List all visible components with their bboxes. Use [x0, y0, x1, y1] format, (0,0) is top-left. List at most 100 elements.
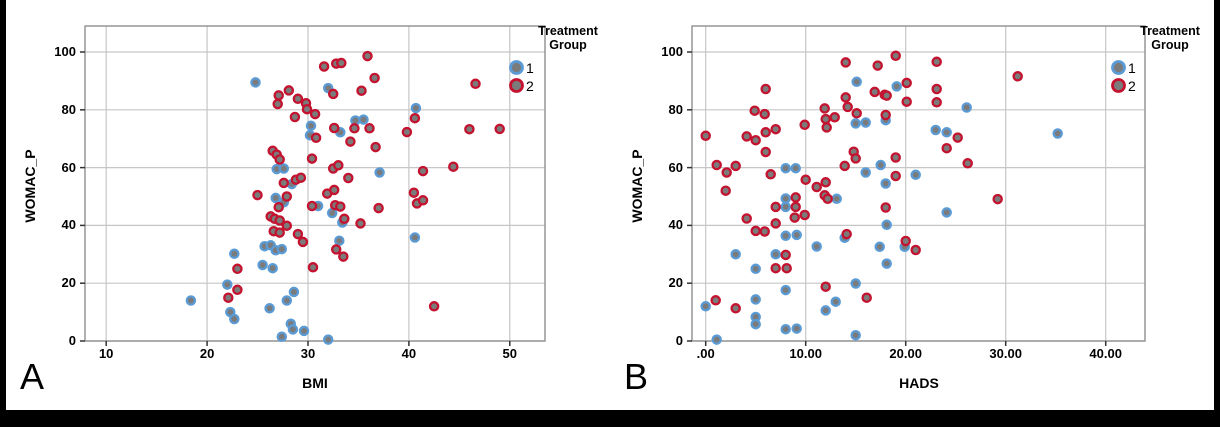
data-point-group2[interactable]	[890, 50, 901, 62]
data-point-group2[interactable]	[307, 262, 319, 273]
data-point-group2[interactable]	[829, 112, 840, 123]
data-point-group1[interactable]	[961, 102, 972, 113]
data-point-group2[interactable]	[327, 88, 339, 100]
data-point-group1[interactable]	[288, 286, 300, 298]
data-point-group2[interactable]	[710, 295, 721, 306]
data-point-group2[interactable]	[749, 105, 760, 116]
data-point-group1[interactable]	[851, 76, 862, 88]
data-point-group1[interactable]	[281, 295, 293, 306]
data-point-group2[interactable]	[336, 57, 347, 69]
data-point-group2[interactable]	[822, 193, 833, 205]
data-point-group2[interactable]	[760, 127, 771, 138]
data-point-group1[interactable]	[820, 305, 831, 316]
data-point-group1[interactable]	[750, 294, 761, 305]
data-point-group2[interactable]	[800, 174, 811, 185]
data-point-group2[interactable]	[880, 202, 891, 213]
data-point-group2[interactable]	[770, 218, 781, 229]
data-point-group2[interactable]	[318, 61, 330, 72]
data-point-group2[interactable]	[890, 152, 901, 163]
data-point-group2[interactable]	[333, 160, 344, 171]
data-point-group1[interactable]	[222, 279, 233, 290]
data-point-group2[interactable]	[799, 209, 810, 221]
data-point-group2[interactable]	[408, 187, 420, 198]
data-point-group1[interactable]	[850, 278, 861, 289]
data-point-group2[interactable]	[789, 212, 800, 223]
data-point-group2[interactable]	[881, 90, 892, 101]
data-point-group2[interactable]	[1012, 71, 1023, 82]
data-point-group2[interactable]	[760, 146, 771, 158]
data-point-group2[interactable]	[252, 189, 263, 201]
data-point-group2[interactable]	[842, 101, 853, 113]
data-point-group1[interactable]	[257, 259, 268, 271]
data-point-group2[interactable]	[417, 195, 429, 206]
data-point-group2[interactable]	[781, 262, 792, 274]
data-point-group2[interactable]	[310, 132, 322, 144]
data-point-group2[interactable]	[839, 160, 850, 172]
data-point-group1[interactable]	[850, 329, 861, 341]
data-point-group1[interactable]	[229, 313, 240, 325]
data-point-group2[interactable]	[741, 131, 752, 142]
data-point-group2[interactable]	[711, 159, 722, 171]
data-point-group2[interactable]	[274, 227, 285, 238]
data-point-group1[interactable]	[790, 162, 801, 174]
data-point-group2[interactable]	[232, 284, 243, 296]
data-point-group2[interactable]	[338, 251, 349, 262]
data-point-group1[interactable]	[930, 124, 941, 136]
data-point-group2[interactable]	[494, 123, 505, 135]
data-point-group1[interactable]	[700, 301, 711, 312]
data-point-group2[interactable]	[741, 213, 752, 224]
data-point-group1[interactable]	[276, 331, 288, 342]
data-point-group2[interactable]	[273, 201, 284, 213]
data-point-group2[interactable]	[770, 201, 781, 213]
data-point-group1[interactable]	[322, 334, 334, 345]
data-point-group2[interactable]	[820, 177, 831, 188]
data-point-group2[interactable]	[417, 165, 429, 177]
data-point-group2[interactable]	[790, 192, 801, 203]
data-point-group1[interactable]	[711, 334, 722, 345]
data-point-group2[interactable]	[730, 160, 741, 172]
data-point-group2[interactable]	[370, 141, 381, 153]
data-point-group1[interactable]	[267, 262, 278, 274]
data-point-group2[interactable]	[850, 153, 861, 164]
data-point-group2[interactable]	[373, 202, 384, 214]
data-point-group2[interactable]	[811, 181, 822, 193]
data-point-group2[interactable]	[274, 215, 285, 226]
data-point-group2[interactable]	[364, 123, 375, 134]
data-point-group1[interactable]	[1052, 128, 1063, 139]
data-point-group2[interactable]	[931, 56, 942, 68]
data-point-group2[interactable]	[841, 228, 852, 240]
data-point-group2[interactable]	[409, 112, 421, 124]
data-point-group2[interactable]	[349, 123, 360, 134]
data-point-group2[interactable]	[330, 244, 342, 255]
data-point-group1[interactable]	[250, 77, 261, 88]
data-point-group1[interactable]	[264, 303, 275, 314]
data-point-group1[interactable]	[278, 163, 290, 174]
data-point-group2[interactable]	[869, 86, 880, 98]
data-point-group1[interactable]	[334, 235, 345, 246]
data-point-group1[interactable]	[791, 323, 802, 334]
data-point-group1[interactable]	[941, 207, 952, 218]
data-point-group1[interactable]	[750, 263, 761, 275]
data-point-group2[interactable]	[840, 92, 851, 103]
data-point-group1[interactable]	[780, 193, 791, 204]
data-point-group1[interactable]	[780, 230, 791, 242]
legend-item-1[interactable]: 1	[508, 59, 628, 77]
data-point-group1[interactable]	[770, 249, 781, 260]
data-point-group1[interactable]	[780, 323, 791, 335]
data-point-group1[interactable]	[358, 114, 369, 125]
data-point-group1[interactable]	[374, 167, 385, 178]
data-point-group2[interactable]	[880, 109, 891, 121]
data-point-group2[interactable]	[941, 142, 952, 154]
data-point-group2[interactable]	[765, 169, 776, 180]
data-point-group2[interactable]	[464, 123, 475, 135]
data-point-group2[interactable]	[730, 303, 741, 314]
data-point-group2[interactable]	[750, 225, 761, 237]
data-point-group1[interactable]	[229, 248, 240, 259]
data-point-group1[interactable]	[875, 159, 886, 171]
data-point-group2[interactable]	[306, 200, 318, 212]
data-point-group2[interactable]	[820, 113, 831, 125]
data-point-group2[interactable]	[401, 126, 413, 138]
data-point-group2[interactable]	[281, 191, 293, 202]
data-point-group1[interactable]	[811, 241, 822, 252]
data-point-group1[interactable]	[941, 127, 952, 138]
